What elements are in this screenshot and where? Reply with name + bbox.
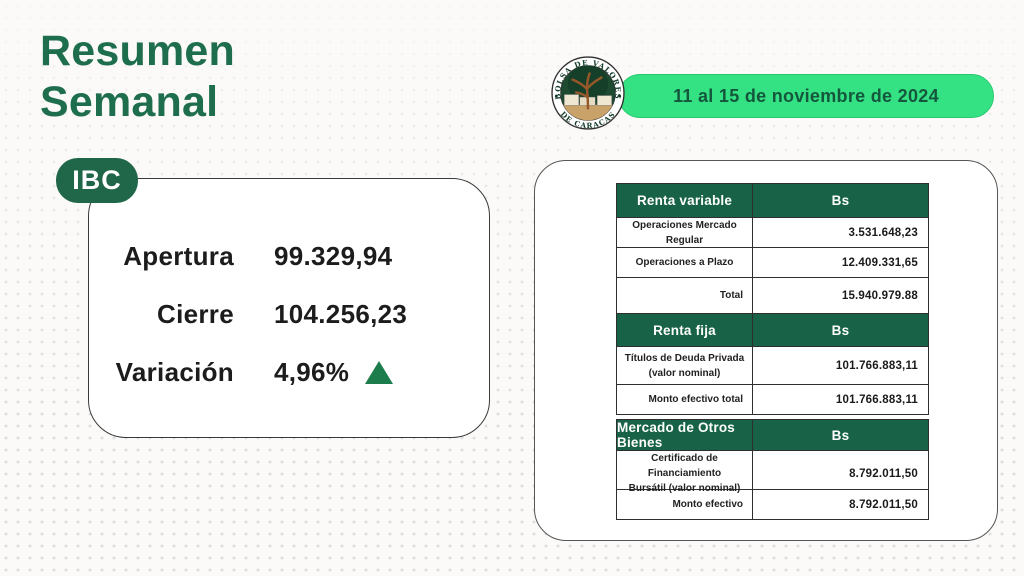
- ibc-row-label: Variación: [115, 356, 234, 387]
- up-triangle-icon: [365, 360, 394, 384]
- section-header-unit: Bs: [752, 184, 928, 217]
- page-title-line1: Resumen: [40, 27, 235, 75]
- cell-value: 101.766.883,11: [752, 347, 928, 384]
- cell-value: 12.409.331,65: [752, 248, 928, 277]
- ibc-row-label: Apertura: [123, 240, 234, 271]
- table-row: Operaciones a Plazo 12.409.331,65: [617, 247, 928, 277]
- cell-value: 8.792.011,50: [752, 451, 928, 496]
- ibc-row-value-text: 99.329,94: [274, 240, 393, 271]
- cell-label: Títulos de Deuda Privada (valor nominal): [624, 352, 745, 379]
- table-row-total: Total 15.940.979.88: [617, 277, 928, 313]
- section-header-title: Renta variable: [617, 184, 752, 217]
- market-summary-card: Renta variable Bs Operaciones Mercado Re…: [534, 160, 998, 541]
- cell-value: 15.940.979.88: [752, 278, 928, 313]
- date-pill: 11 al 15 de noviembre de 2024: [618, 74, 994, 118]
- cell-label: Monto efectivo total: [648, 394, 743, 405]
- section-header-unit: Bs: [752, 314, 928, 346]
- ibc-row-value: 99.329,94: [274, 241, 392, 272]
- table-row: Operaciones Mercado Regular 3.531.648,23: [617, 217, 928, 248]
- cell-value: 101.766.883,11: [752, 385, 928, 414]
- logo-right-dot: [618, 94, 622, 98]
- cell-label: Operaciones Mercado Regular: [632, 220, 737, 246]
- ibc-row-variacion: Variación 4,96%: [89, 343, 489, 401]
- ibc-row-cierre: Cierre 104.256,23: [89, 285, 489, 343]
- cell-value: 8.792.011,50: [752, 490, 928, 519]
- logo-tree-icon: [560, 65, 616, 121]
- table-row: Monto efectivo total 101.766.883,11: [617, 384, 928, 414]
- cell-value: 3.531.648,23: [752, 218, 928, 248]
- ibc-rows: Apertura 99.329,94 Cierre 104.256,23 Var…: [89, 227, 489, 401]
- table-row: Monto efectivo 8.792.011,50: [617, 489, 928, 519]
- section-header-renta-variable: Renta variable Bs: [617, 184, 928, 217]
- table-row: Títulos de Deuda Privada (valor nominal)…: [617, 346, 928, 384]
- page-title: Resumen Semanal: [40, 26, 235, 127]
- section-header-unit: Bs: [752, 420, 928, 450]
- section-header-title: Renta fija: [617, 314, 752, 346]
- otros-bienes-table: Mercado de Otros Bienes Bs Certificado d…: [616, 419, 929, 520]
- ibc-row-value-text: 104.256,23: [274, 298, 408, 329]
- ibc-row-value: 4,96%: [274, 356, 394, 388]
- table-row: Certificado de Financiamiento Bursátil (…: [617, 450, 928, 496]
- ibc-card: IBC Apertura 99.329,94 Cierre 104.256,23…: [56, 158, 490, 438]
- ibc-badge: IBC: [56, 158, 138, 203]
- cell-label: Certificado de Financiamiento Bursátil (…: [628, 453, 741, 494]
- cell-label: Monto efectivo: [672, 499, 743, 510]
- ibc-row-value-text: 4,96%: [274, 356, 350, 387]
- date-pill-label: 11 al 15 de noviembre de 2024: [673, 85, 939, 106]
- cell-label: Operaciones a Plazo: [635, 257, 734, 268]
- cell-label: Total: [719, 290, 743, 301]
- ibc-row-apertura: Apertura 99.329,94: [89, 227, 489, 285]
- section-header-title: Mercado de Otros Bienes: [617, 420, 752, 450]
- logo-left-dot: [554, 94, 558, 98]
- section-header-otros-bienes: Mercado de Otros Bienes Bs: [617, 420, 928, 450]
- renta-table: Renta variable Bs Operaciones Mercado Re…: [616, 183, 929, 415]
- bvc-logo: BOLSA DE VALORES DE CARACAS: [551, 56, 625, 130]
- page-title-line2: Semanal: [40, 77, 219, 126]
- section-header-renta-fija: Renta fija Bs: [617, 313, 928, 346]
- ibc-row-label: Cierre: [157, 298, 234, 329]
- ibc-row-value: 104.256,23: [274, 299, 407, 330]
